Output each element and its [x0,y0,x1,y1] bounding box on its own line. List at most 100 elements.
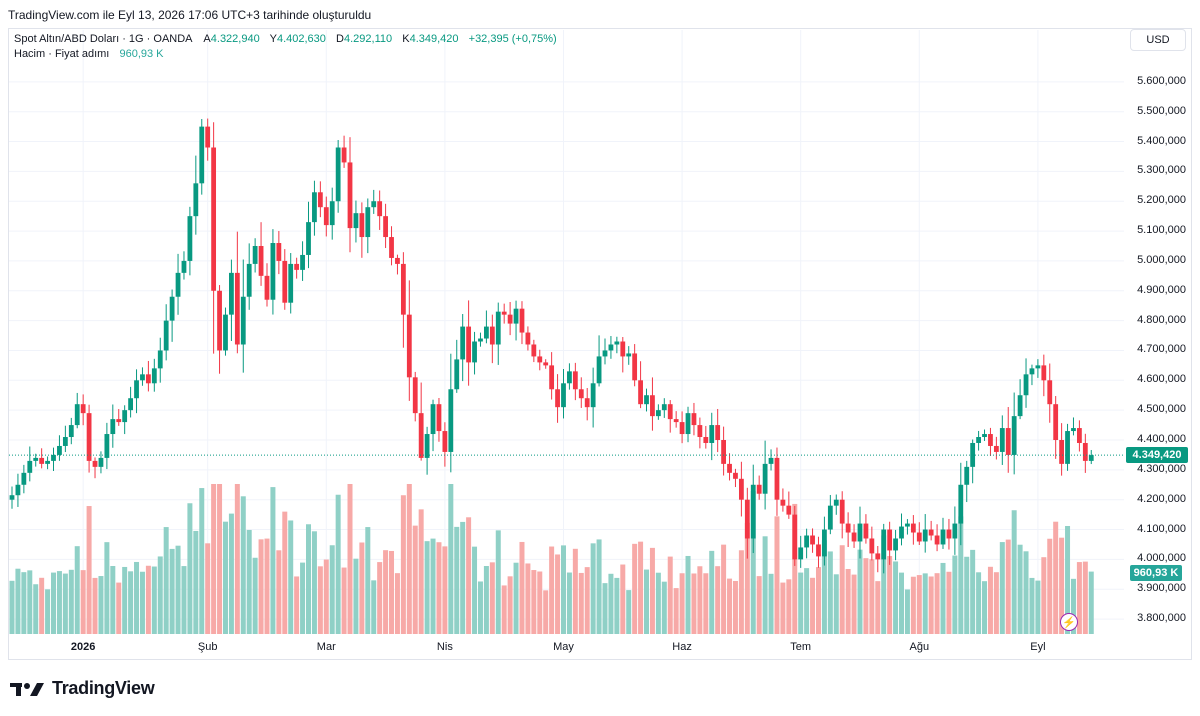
time-tick-label: 2026 [70,641,96,653]
volume-bar [940,562,946,634]
candle-body [756,484,762,494]
candle-body [460,326,466,360]
volume-bar [762,536,768,634]
candle-body [377,201,383,217]
candle-body [863,523,869,539]
candle-body [252,246,258,264]
candle-body [958,484,964,524]
volume-bar [655,572,661,634]
time-tick-label: Mar [316,641,336,653]
candle-body [211,147,217,291]
candle-body [928,529,934,536]
volume-bar [300,562,306,634]
price-tick-label: 4.200,000 [1137,492,1186,505]
volume-bar [501,585,507,634]
candle-body [1023,374,1029,396]
volume-bar [667,556,673,634]
volume-bar [750,491,756,634]
candle-body [1053,404,1059,440]
candle-body [976,437,981,443]
volume-bar [792,503,798,634]
candle-body [744,499,750,539]
volume-bar [311,531,317,634]
candle-body [246,263,252,297]
volume-bar [442,546,448,634]
volume-bar [418,509,424,634]
volume-bar [928,576,934,634]
candle-body [33,457,39,461]
volume-bar [62,573,68,634]
candle-body [15,484,21,496]
volume-bar [768,573,774,634]
volume-bar [181,566,187,634]
price-tick-label: 3.900,000 [1137,582,1186,595]
volume-bar [205,543,211,634]
candle-body [1029,368,1035,375]
volume-bar [282,511,288,634]
candle-body [234,272,240,345]
price-tick-label: 4.600,000 [1137,373,1186,386]
symbol-title[interactable]: Spot Altın/ABD Doları · 1G · OANDA [14,33,192,45]
candle-body [590,383,596,408]
candle-body [495,311,501,345]
candle-body [673,419,679,423]
volume-bar [134,561,140,634]
candle-body [116,419,122,423]
price-tick-label: 5.400,000 [1137,134,1186,147]
candle-body [555,389,560,408]
volume-bar [270,487,276,634]
volume-bar [68,569,74,634]
volume-bar [602,583,608,634]
candle-body [1059,440,1065,464]
volume-bar [608,573,614,634]
lightning-icon[interactable]: ⚡ [1060,613,1078,631]
volume-bar [596,539,602,634]
volume-bar [27,570,33,634]
volume-bar [317,566,323,634]
candle-body [484,326,489,339]
volume-bar [566,572,572,634]
candle-body [199,126,205,184]
volume-title[interactable]: Hacim · Fiyat adımı [14,48,110,60]
volume-bar [715,566,721,634]
volume-bar [228,513,234,634]
currency-button[interactable]: USD [1130,29,1186,51]
candle-body [86,413,92,461]
candle-body [596,356,602,384]
volume-bar [910,576,916,634]
close-value: 4.349,420 [409,33,459,45]
candle-body [543,362,549,366]
tradingview-logo[interactable]: TradingView [10,678,155,699]
volume-bar [163,527,169,634]
candle-body [489,326,495,345]
volume-bar [98,576,104,634]
volume-value: 960,93 K [119,48,164,60]
chart-pane[interactable] [8,28,1192,660]
candle-body [193,183,199,217]
volume-bar [638,541,644,634]
candle-body [934,535,940,545]
candle-body [988,434,993,446]
candle-body [982,434,987,438]
volume-badge: 960,93 K [1130,565,1182,582]
volume-bar [987,566,993,634]
volume-bar [904,589,910,634]
candle-body [51,454,56,461]
volume-bar [774,516,780,634]
volume-bar [276,550,282,634]
volume-bar [786,579,792,634]
candle-body [608,344,614,351]
volume-bar [946,571,952,634]
volume-bar [721,544,727,634]
volume-bar [887,556,893,634]
time-tick-label: Ağu [909,641,930,653]
volume-bar [1082,561,1088,634]
volume-bar [323,559,329,634]
volume-bar [999,542,1005,634]
candle-body [312,192,317,223]
candle-body [869,538,875,554]
candle-body [875,553,881,560]
candle-body [323,207,329,226]
price-tick-label: 5.500,000 [1137,104,1186,117]
